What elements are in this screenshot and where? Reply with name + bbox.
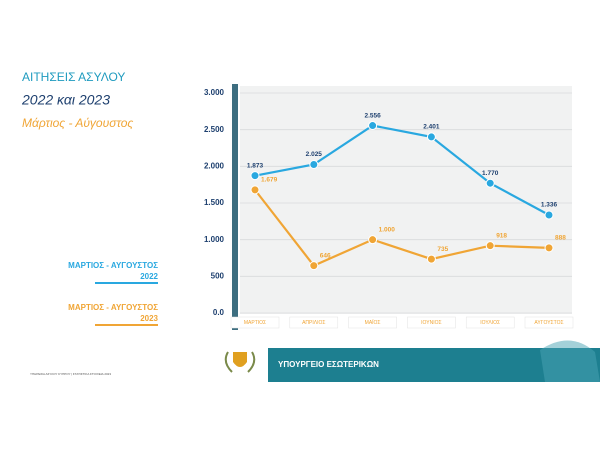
data-label: 1.000 — [379, 226, 396, 233]
y-tick-label: 2.000 — [204, 161, 225, 170]
data-label: 646 — [320, 252, 331, 259]
point — [544, 210, 554, 220]
y-tick-label: 500 — [211, 271, 225, 280]
point — [544, 243, 554, 253]
legend-entry: ΜΑΡΤΙΟΣ - ΑΥΓΟΥΣΤΟΣ 2023 — [68, 303, 158, 323]
point — [250, 185, 260, 195]
x-tick-label: ΑΥΓΟΥΣΤΟΣ — [534, 320, 563, 326]
series-line — [254, 124, 550, 216]
data-label: 2.556 — [364, 112, 381, 119]
data-label: 888 — [555, 235, 566, 242]
x-tick-label: ΑΠΡΙΛΙΟΣ — [302, 320, 325, 326]
data-label: 1.336 — [541, 202, 558, 209]
footnote: ΥΠΗΡΕΣΙΑ ΑΣΥΛΟΥ ΚΥΠΡΟΥ | ΣΤΑΤΙΣΤΙΚΑ ΣΤΟΙ… — [30, 372, 111, 376]
data-label: 1.873 — [247, 162, 264, 169]
y-tick-label: 2.500 — [204, 125, 225, 134]
legend-swatch — [95, 282, 158, 284]
point — [485, 178, 495, 188]
chart-subtitle: 2022 και 2023 — [21, 92, 110, 108]
y-tick-label: 0.0 — [213, 308, 225, 317]
legend-entry: ΜΑΡΤΙΟΣ - ΑΥΓΟΥΣΤΟΣ 2022 — [68, 261, 158, 281]
x-tick-box — [289, 316, 339, 329]
data-label: 1.770 — [482, 170, 499, 177]
data-label: 2.401 — [423, 124, 440, 131]
x-tick-box — [524, 316, 574, 329]
chart-title: ΑΙΤΗΣΕΙΣ ΑΣΥΛΟΥ — [22, 70, 125, 84]
data-label: 2.025 — [306, 151, 323, 158]
y-tick-label: 3.000 — [204, 88, 225, 97]
x-tick-label: ΜΑΡΤΙΟΣ — [244, 320, 266, 326]
point — [309, 261, 319, 271]
x-tick-box — [230, 316, 280, 329]
x-tick-box — [407, 316, 456, 329]
point — [309, 160, 319, 169]
y-tick-label: 1.000 — [204, 235, 225, 244]
point — [368, 121, 378, 131]
point — [485, 241, 495, 251]
axis-bar — [232, 84, 238, 330]
x-tick-label: ΙΟΥΛΙΟΣ — [480, 320, 500, 326]
chart-period: Μάρτιος - Αύγουστος — [22, 116, 133, 130]
x-tick-box — [348, 316, 397, 329]
series-line — [254, 189, 550, 267]
point — [426, 132, 436, 142]
point — [368, 235, 378, 245]
data-label: 735 — [437, 246, 448, 253]
x-tick-label: ΜΑΪΟΣ — [365, 319, 381, 326]
ministry-name: ΥΠΟΥΡΓΕΙΟ ΕΣΩΤΕΡΙΚΩΝ — [278, 360, 379, 369]
x-tick-label: ΙΟΥΝΙΟΣ — [421, 320, 441, 326]
y-tick-label: 1.500 — [204, 198, 225, 207]
legend-swatch — [95, 324, 158, 326]
data-label: 918 — [496, 232, 507, 239]
dove-decoration — [540, 340, 600, 382]
point — [250, 171, 260, 181]
point — [426, 254, 436, 264]
x-tick-box — [465, 316, 515, 329]
emblem — [224, 351, 256, 373]
data-label: 1.679 — [261, 177, 278, 184]
